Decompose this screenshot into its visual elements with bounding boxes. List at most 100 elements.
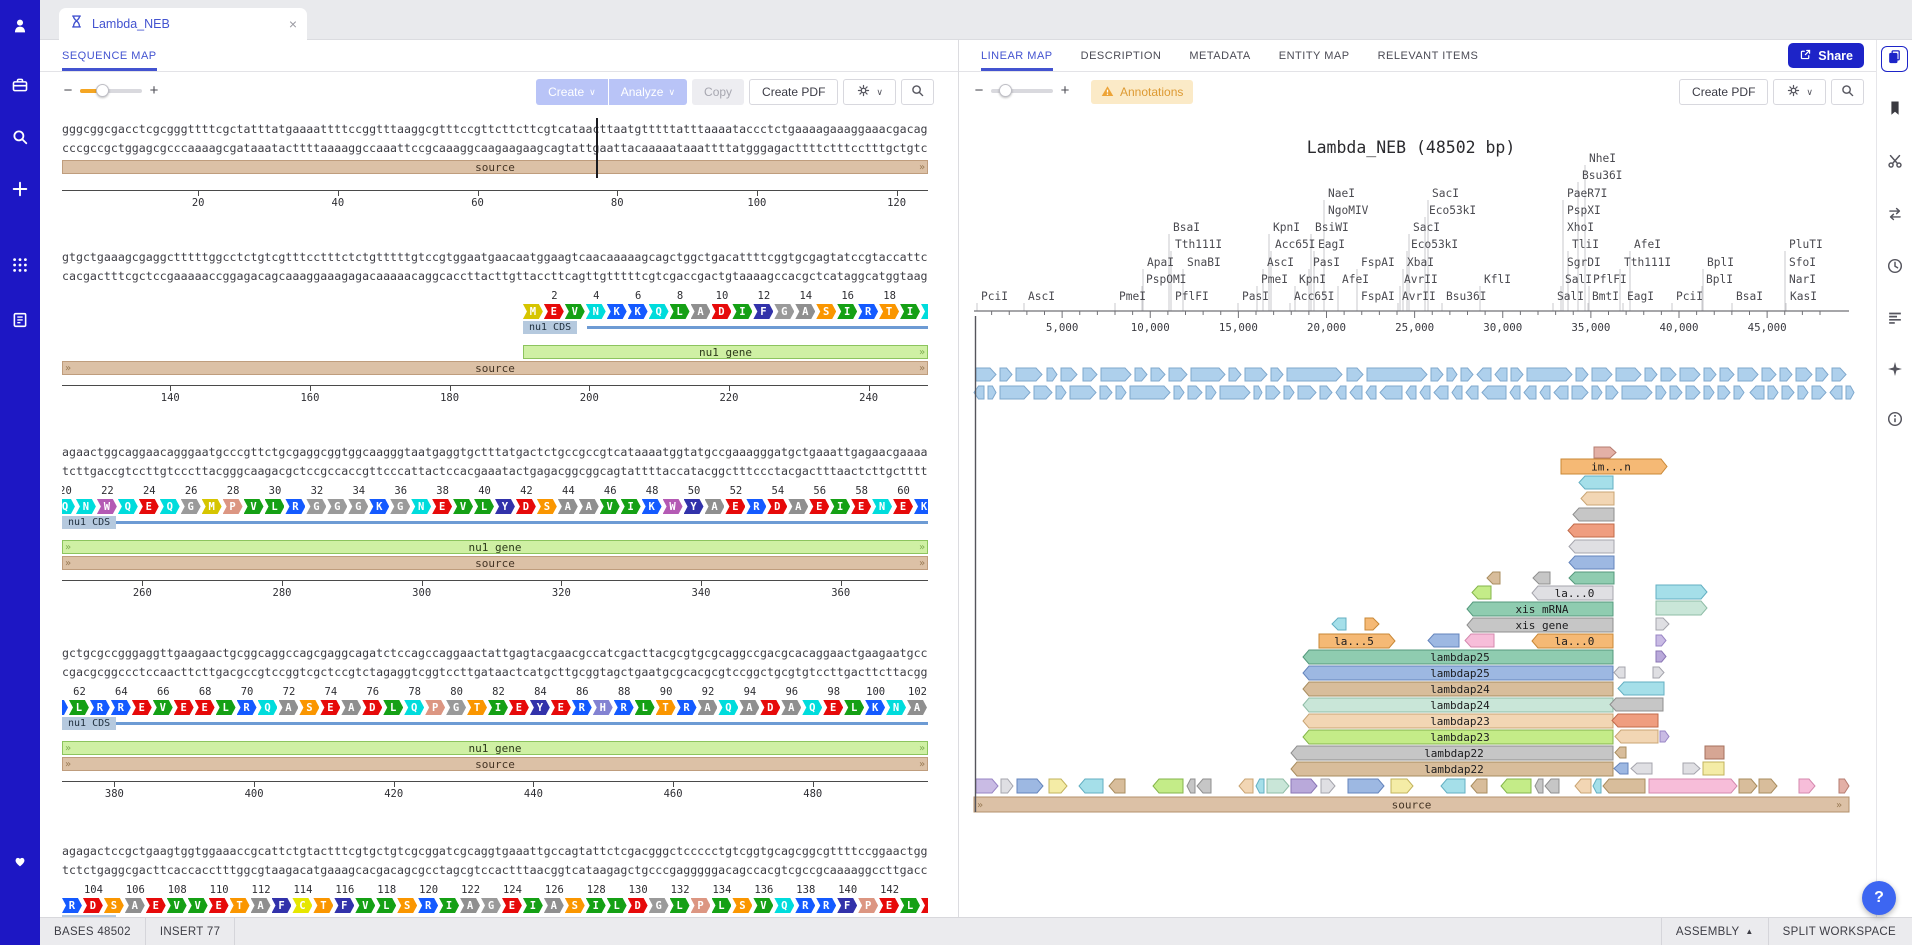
feature-arrow[interactable]: [1000, 386, 1030, 399]
enzyme-label[interactable]: ApaI: [1147, 256, 1174, 269]
sidebar-item-plus[interactable]: [11, 180, 29, 198]
aa-residue[interactable]: N: [76, 499, 96, 514]
feature-arrow[interactable]: [1482, 386, 1506, 399]
annotation-arrow[interactable]: [1631, 763, 1652, 774]
feature-arrow[interactable]: [1367, 368, 1427, 381]
enzyme-label[interactable]: SgrDI: [1567, 256, 1601, 269]
annotation-arrow[interactable]: [1612, 714, 1658, 727]
enzyme-label[interactable]: XbaI: [1407, 256, 1434, 269]
feature-arrow[interactable]: [1720, 368, 1734, 381]
feature-arrow[interactable]: [1079, 779, 1103, 793]
aa-residue[interactable]: I: [586, 898, 606, 913]
aa-residue[interactable]: H: [593, 700, 613, 715]
sidebar-item-search[interactable]: [11, 128, 29, 146]
enzyme-label[interactable]: BsiWI: [1315, 221, 1349, 234]
aa-residue[interactable]: N: [886, 700, 906, 715]
aa-residue[interactable]: S: [537, 499, 557, 514]
copy-to-button[interactable]: [1881, 46, 1908, 72]
feature-arrow[interactable]: [1782, 386, 1794, 399]
aa-residue[interactable]: S: [397, 898, 417, 913]
top-strand[interactable]: gtgctgaaagcgaggctttttggcctctgtcgtttccttt…: [62, 250, 928, 264]
aa-residue[interactable]: Q: [774, 898, 794, 913]
enzyme-label[interactable]: Tth111I: [1624, 256, 1671, 269]
feature-arrow[interactable]: [1447, 368, 1457, 381]
annotation-arrow[interactable]: [1656, 618, 1669, 630]
feature-arrow[interactable]: [1592, 368, 1612, 381]
annotation-arrow[interactable]: [1472, 586, 1491, 599]
annotation-arrow[interactable]: [1569, 540, 1614, 553]
feature-arrow[interactable]: [1380, 386, 1402, 399]
aa-residue[interactable]: I: [523, 898, 543, 913]
feature-arrow[interactable]: [988, 386, 996, 399]
aa-residue[interactable]: A: [544, 898, 564, 913]
bottom-strand[interactable]: tctctgaggcgacttcaccacctttggcgtaagacatgaa…: [62, 863, 928, 877]
aa-residue[interactable]: E: [921, 898, 928, 913]
rail-item-swap-arrows[interactable]: [1886, 205, 1904, 223]
enzyme-label[interactable]: AfeI: [1342, 273, 1369, 286]
aa-residue[interactable]: T: [467, 700, 487, 715]
enzyme-label[interactable]: KasI: [1790, 290, 1817, 303]
copy-button[interactable]: Copy: [692, 79, 744, 105]
aa-residue[interactable]: D: [767, 499, 787, 514]
aa-residue[interactable]: R: [858, 304, 878, 319]
annotation-arrow[interactable]: [1683, 763, 1700, 774]
aa-residue[interactable]: A: [781, 700, 801, 715]
gene-bar[interactable]: nu1 gene»»: [62, 741, 928, 755]
enzyme-label[interactable]: PluTI: [1789, 238, 1823, 251]
aa-residue[interactable]: Q: [921, 304, 928, 319]
aa-residue[interactable]: P: [425, 700, 445, 715]
aa-residue[interactable]: G: [446, 700, 466, 715]
aa-residue[interactable]: E: [809, 499, 829, 514]
aa-residue[interactable]: E: [502, 898, 522, 913]
feature-arrow[interactable]: [1434, 386, 1448, 399]
enzyme-label[interactable]: BsaI: [1173, 221, 1200, 234]
aa-residue[interactable]: A: [698, 700, 718, 715]
feature-arrow[interactable]: [1206, 386, 1216, 399]
aa-residue[interactable]: D: [712, 304, 732, 319]
annotation-arrow[interactable]: [1568, 524, 1614, 537]
aa-residue[interactable]: E: [823, 700, 843, 715]
aa-residue[interactable]: T: [656, 700, 676, 715]
aa-residue[interactable]: R: [746, 499, 766, 514]
feature-arrow[interactable]: [1320, 386, 1332, 399]
create-pdf-button[interactable]: Create PDF: [1679, 79, 1768, 105]
annotation-arrow[interactable]: [1656, 601, 1707, 615]
annotation-arrow[interactable]: [1610, 698, 1663, 711]
aa-residue[interactable]: A: [125, 898, 145, 913]
annotation-arrow[interactable]: [1653, 667, 1664, 678]
feature-arrow[interactable]: [1622, 386, 1652, 399]
tab-description[interactable]: DESCRIPTION: [1081, 40, 1162, 71]
feature-arrow[interactable]: [1576, 368, 1588, 381]
aa-residue[interactable]: G: [774, 304, 794, 319]
aa-residue[interactable]: L: [635, 700, 655, 715]
aa-residue[interactable]: K: [62, 700, 68, 715]
feature-arrow[interactable]: [1796, 368, 1812, 381]
annotation-arrow[interactable]: [1569, 556, 1614, 569]
aa-residue[interactable]: R: [237, 700, 257, 715]
feature-arrow[interactable]: [1321, 779, 1335, 793]
aa-residue[interactable]: N: [411, 499, 431, 514]
feature-arrow[interactable]: [1291, 779, 1317, 793]
enzyme-label[interactable]: NgoMIV: [1328, 204, 1369, 217]
annotation-arrow[interactable]: [1656, 651, 1666, 662]
enzyme-label[interactable]: Acc65I: [1294, 290, 1334, 303]
annotation-arrow[interactable]: [1614, 667, 1625, 678]
feature-arrow[interactable]: [1109, 779, 1125, 793]
aa-residue[interactable]: L: [376, 898, 396, 913]
aa-residue[interactable]: E: [320, 700, 340, 715]
enzyme-label[interactable]: SalI: [1557, 290, 1584, 303]
aa-residue[interactable]: R: [614, 700, 634, 715]
top-strand[interactable]: gctgcgccgggaggttgaagaactgcggcaggccagcgag…: [62, 646, 928, 660]
annotation-arrow[interactable]: [1614, 763, 1628, 774]
enzyme-label[interactable]: PflFI: [1175, 290, 1209, 303]
feature-arrow[interactable]: [1406, 386, 1416, 399]
feature-arrow[interactable]: [1572, 386, 1588, 399]
enzyme-label[interactable]: PasI: [1313, 256, 1340, 269]
feature-arrow[interactable]: [1780, 368, 1792, 381]
enzyme-label[interactable]: Acc65I: [1275, 238, 1315, 251]
feature-arrow[interactable]: [1197, 779, 1211, 793]
annotations-warning-chip[interactable]: Annotations: [1091, 80, 1193, 104]
feature-arrow[interactable]: [1452, 386, 1462, 399]
aa-residue[interactable]: Y: [495, 499, 515, 514]
annotation-arrow[interactable]: [1465, 634, 1494, 647]
